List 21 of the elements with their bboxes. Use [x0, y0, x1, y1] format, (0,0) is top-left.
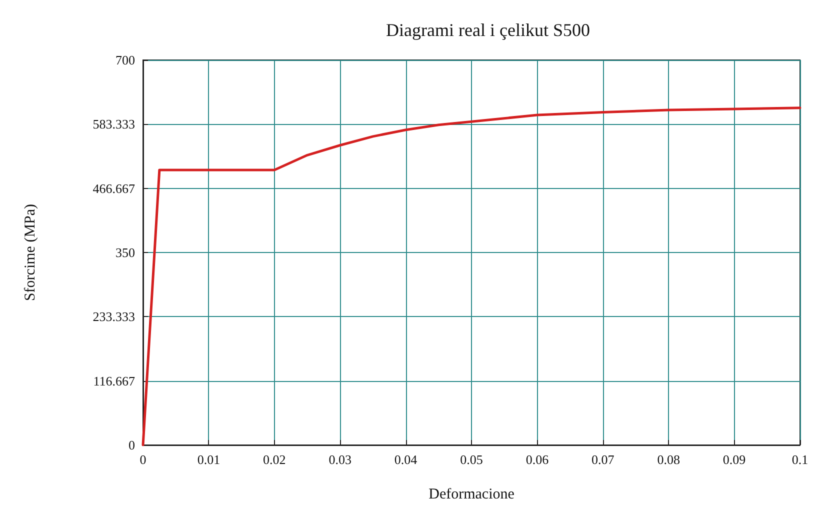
- x-tick-label: 0.07: [592, 452, 615, 467]
- x-tick-label: 0.08: [657, 452, 680, 467]
- y-axis-title: Sforcime (MPa): [22, 204, 38, 302]
- x-tick-label: 0.02: [263, 452, 286, 467]
- x-tick-label: 0.1: [792, 452, 808, 467]
- y-tick-label: 700: [116, 52, 135, 68]
- y-tick-label: 466.667: [92, 180, 136, 196]
- x-tick-label: 0.04: [394, 452, 418, 467]
- x-tick-label: 0.01: [197, 452, 220, 467]
- y-tick-label: 233.333: [92, 309, 135, 324]
- x-tick-label: 0.06: [526, 452, 550, 467]
- y-tick-label: 350: [116, 245, 135, 260]
- x-tick-label: 0.03: [328, 452, 352, 467]
- x-axis-title: Deformacione: [428, 486, 515, 502]
- y-tick-label: 0: [128, 438, 135, 452]
- y-tick-label: 116.667: [93, 373, 136, 388]
- x-tick-label: 0.05: [460, 452, 483, 467]
- x-tick-label: 0.09: [722, 452, 746, 467]
- chart-title: Diagrami real i çelikut S500: [386, 20, 590, 40]
- x-tick-label: 0: [140, 452, 146, 467]
- y-tick-label: 583.333: [92, 116, 135, 132]
